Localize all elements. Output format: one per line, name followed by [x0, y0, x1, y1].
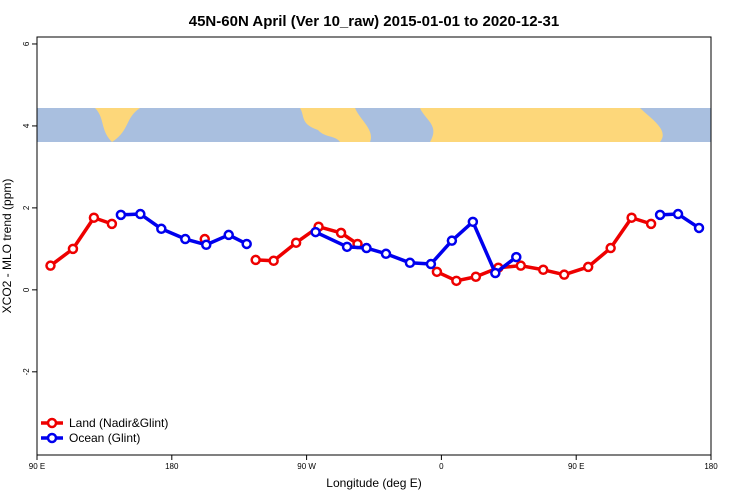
series-point	[654, 209, 666, 221]
series-point	[290, 237, 302, 248]
series-point	[425, 258, 437, 270]
series-point	[200, 239, 212, 251]
y-tick-label: -2	[22, 368, 31, 376]
y-axis-label: XCO2 - MLO trend (ppm)	[0, 179, 14, 314]
map-ocean	[112, 108, 340, 142]
series-point	[404, 257, 416, 269]
map-band	[37, 108, 711, 142]
series-point	[693, 222, 705, 234]
series-point	[515, 260, 527, 271]
series-point	[467, 216, 479, 228]
series-point	[335, 227, 347, 239]
series-point	[431, 266, 443, 278]
series-point	[645, 218, 657, 230]
series-point	[470, 271, 482, 282]
legend-marker	[46, 432, 58, 444]
series-point	[135, 208, 146, 220]
series-point	[115, 209, 127, 221]
series-point	[106, 218, 118, 230]
series-point	[45, 260, 56, 271]
x-tick-label: 0	[439, 462, 444, 471]
series-point	[511, 251, 522, 263]
legend-label: Land (Nadir&Glint)	[69, 416, 168, 430]
map-ocean	[640, 108, 711, 142]
y-tick-label: 0	[22, 287, 31, 292]
legend-marker	[46, 417, 58, 429]
x-axis-label: Longitude (deg E)	[326, 476, 421, 490]
map-ocean	[355, 108, 434, 142]
x-tick-label: 90 E	[568, 462, 584, 471]
series-point	[88, 212, 100, 223]
plot-frame	[36, 36, 712, 456]
series-point	[67, 243, 79, 255]
series-point	[310, 226, 321, 238]
series-point	[241, 238, 252, 250]
y-tick-label: 4	[22, 123, 31, 128]
y-tick-label: 6	[22, 41, 31, 46]
series-point	[672, 208, 684, 220]
x-tick-label: 90 W	[297, 462, 316, 471]
x-tick-label: 90 E	[29, 462, 45, 471]
series-point	[250, 254, 261, 266]
series-point	[451, 275, 462, 287]
series-point	[537, 264, 549, 276]
series-point	[361, 242, 372, 254]
series-point	[380, 248, 392, 260]
series-point	[582, 261, 594, 273]
series-point	[626, 212, 637, 223]
series-point	[490, 267, 501, 279]
series-point	[558, 269, 570, 280]
chart-title: 45N-60N April (Ver 10_raw) 2015-01-01 to…	[189, 13, 559, 30]
y-tick-label: 2	[22, 205, 31, 210]
series-point	[605, 242, 616, 254]
legend-label: Ocean (Glint)	[69, 431, 140, 445]
series-point	[223, 229, 234, 241]
series-point	[268, 255, 279, 267]
series-point	[446, 235, 458, 246]
series-point	[156, 223, 167, 235]
x-tick-label: 180	[165, 462, 179, 471]
series-point	[341, 241, 353, 253]
x-tick-label: 180	[704, 462, 718, 471]
map-ocean	[37, 108, 112, 142]
series-point	[180, 233, 191, 245]
